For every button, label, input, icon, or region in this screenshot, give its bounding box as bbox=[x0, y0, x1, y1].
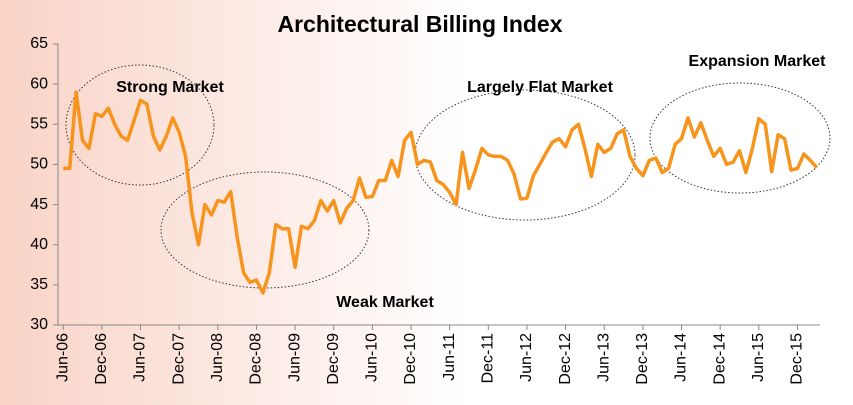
x-tick-label: Jun-12 bbox=[518, 333, 535, 382]
x-tick-label: Jun-07 bbox=[132, 333, 149, 382]
y-tick-label: 45 bbox=[30, 196, 48, 213]
x-tick-label: Jun-15 bbox=[750, 333, 767, 382]
x-tick-label: Dec-08 bbox=[248, 333, 265, 385]
ellipse bbox=[414, 89, 636, 221]
ellipse bbox=[65, 64, 215, 186]
x-tick-label: Jun-09 bbox=[286, 333, 303, 382]
x-tick-label: Dec-06 bbox=[93, 333, 110, 385]
x-tick-label: Dec-09 bbox=[325, 333, 342, 385]
x-tick-label: Jun-11 bbox=[441, 333, 458, 381]
annotation: Weak Market bbox=[336, 294, 434, 311]
x-tick-label: Jun-08 bbox=[209, 333, 226, 382]
x-tick-label: Dec-12 bbox=[557, 333, 574, 385]
x-tick-label: Dec-13 bbox=[634, 333, 651, 385]
y-tick-label: 60 bbox=[30, 75, 48, 92]
x-tick-label: Jun-06 bbox=[54, 333, 71, 382]
annotation: Strong Market bbox=[116, 79, 224, 96]
y-tick-label: 35 bbox=[30, 276, 48, 293]
x-tick-label: Dec-14 bbox=[711, 333, 728, 385]
x-tick-label: Dec-10 bbox=[402, 333, 419, 385]
y-tick-label: 55 bbox=[30, 116, 48, 133]
y-tick-label: 50 bbox=[30, 156, 48, 173]
annotation: Largely Flat Market bbox=[467, 79, 614, 96]
y-tick-label: 30 bbox=[30, 316, 48, 333]
x-tick-label: Jun-10 bbox=[364, 333, 381, 382]
data-line bbox=[63, 90, 819, 295]
x-tick-label: Dec-11 bbox=[480, 333, 497, 383]
chart-title: Architectural Billing Index bbox=[278, 11, 563, 37]
annotation: Expansion Market bbox=[689, 53, 827, 70]
x-tick-label: Dec-15 bbox=[789, 333, 806, 385]
y-tick-label: 40 bbox=[30, 236, 48, 253]
x-tick-label: Jun-13 bbox=[595, 333, 612, 382]
x-tick-label: Dec-07 bbox=[170, 333, 187, 385]
ellipse bbox=[649, 82, 831, 194]
y-tick-label: 65 bbox=[30, 35, 48, 52]
x-tick-label: Jun-14 bbox=[673, 333, 690, 382]
